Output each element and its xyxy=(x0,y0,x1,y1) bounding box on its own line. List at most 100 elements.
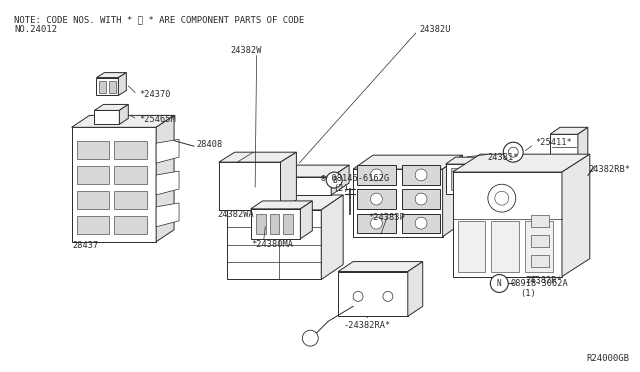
Circle shape xyxy=(383,291,393,301)
Polygon shape xyxy=(452,172,562,276)
Polygon shape xyxy=(338,272,408,316)
Polygon shape xyxy=(156,115,174,242)
Bar xyxy=(77,166,109,184)
Polygon shape xyxy=(227,210,321,279)
Polygon shape xyxy=(246,177,332,195)
Bar xyxy=(458,221,485,272)
Polygon shape xyxy=(445,164,483,194)
Polygon shape xyxy=(251,201,312,209)
Circle shape xyxy=(503,142,523,162)
Polygon shape xyxy=(452,154,590,172)
Text: 24381*: 24381* xyxy=(488,153,519,162)
Bar xyxy=(77,216,109,234)
Circle shape xyxy=(326,172,342,188)
Circle shape xyxy=(415,193,427,205)
Text: 24382RB*: 24382RB* xyxy=(589,164,631,174)
Circle shape xyxy=(495,191,509,205)
Text: B: B xyxy=(332,176,337,185)
Polygon shape xyxy=(321,195,343,279)
Text: N: N xyxy=(497,279,502,288)
Bar xyxy=(461,168,470,190)
Bar xyxy=(357,214,396,233)
Polygon shape xyxy=(95,105,128,110)
Polygon shape xyxy=(443,155,463,237)
Polygon shape xyxy=(156,203,179,227)
Circle shape xyxy=(371,193,382,205)
Bar xyxy=(525,221,553,272)
Bar xyxy=(531,235,549,247)
Polygon shape xyxy=(95,110,119,124)
Polygon shape xyxy=(97,78,118,96)
Polygon shape xyxy=(562,154,590,276)
Polygon shape xyxy=(72,115,174,127)
Polygon shape xyxy=(300,201,312,239)
Text: *25465M: *25465M xyxy=(140,115,176,124)
Bar xyxy=(451,168,458,190)
Polygon shape xyxy=(280,152,296,210)
Polygon shape xyxy=(227,195,343,210)
Circle shape xyxy=(371,169,382,181)
Bar xyxy=(115,166,147,184)
Circle shape xyxy=(415,169,427,181)
Bar xyxy=(255,214,266,234)
Bar xyxy=(472,168,481,190)
Polygon shape xyxy=(550,127,588,134)
Circle shape xyxy=(302,330,318,346)
Bar xyxy=(115,216,147,234)
Bar xyxy=(357,189,396,209)
Bar xyxy=(402,189,440,209)
Bar xyxy=(402,166,440,185)
Circle shape xyxy=(371,217,382,229)
Circle shape xyxy=(488,184,516,212)
Text: *24380MA: *24380MA xyxy=(252,240,294,249)
Text: NOTE: CODE NOS. WITH * ※ * ARE COMPONENT PARTS OF CODE: NOTE: CODE NOS. WITH * ※ * ARE COMPONENT… xyxy=(14,15,304,24)
Bar xyxy=(115,141,147,159)
Polygon shape xyxy=(550,134,578,224)
Bar xyxy=(269,214,280,234)
Polygon shape xyxy=(408,262,422,316)
Circle shape xyxy=(353,291,363,301)
Polygon shape xyxy=(219,162,280,210)
Polygon shape xyxy=(445,157,493,164)
Polygon shape xyxy=(353,169,443,237)
Bar xyxy=(402,214,440,233)
Text: (1): (1) xyxy=(520,289,536,298)
Bar xyxy=(77,141,109,159)
Text: -24382RA*: -24382RA* xyxy=(343,321,390,330)
Text: ® 08146-6162G: ® 08146-6162G xyxy=(321,174,390,183)
Text: 08918-3062A: 08918-3062A xyxy=(510,279,568,288)
Text: 24382W: 24382W xyxy=(231,46,262,55)
Text: R24000GB: R24000GB xyxy=(587,354,630,363)
Polygon shape xyxy=(338,262,422,272)
Text: NO.24012: NO.24012 xyxy=(14,25,57,34)
Polygon shape xyxy=(332,165,349,195)
Text: 24382R*: 24382R* xyxy=(525,276,562,285)
Polygon shape xyxy=(72,127,156,242)
Circle shape xyxy=(415,217,427,229)
Text: 28437: 28437 xyxy=(72,241,99,250)
Bar xyxy=(115,191,147,209)
Text: 28408: 28408 xyxy=(196,140,222,149)
Bar xyxy=(357,166,396,185)
Polygon shape xyxy=(156,139,179,163)
Polygon shape xyxy=(119,105,128,124)
Circle shape xyxy=(508,147,518,157)
Polygon shape xyxy=(118,73,126,96)
Text: 24382WA: 24382WA xyxy=(218,210,255,219)
Bar xyxy=(109,81,116,93)
Polygon shape xyxy=(578,127,588,224)
Bar xyxy=(531,254,549,267)
Polygon shape xyxy=(97,73,126,78)
Text: *25411*: *25411* xyxy=(535,138,572,147)
Bar xyxy=(492,221,519,272)
Bar xyxy=(284,214,293,234)
Polygon shape xyxy=(246,165,349,177)
Polygon shape xyxy=(251,209,300,239)
Polygon shape xyxy=(219,152,296,162)
Text: *24370: *24370 xyxy=(140,90,171,99)
Circle shape xyxy=(490,275,508,292)
Text: (2): (2) xyxy=(333,185,349,193)
Polygon shape xyxy=(483,157,493,194)
Polygon shape xyxy=(156,171,179,195)
Text: 24382U: 24382U xyxy=(420,25,451,34)
